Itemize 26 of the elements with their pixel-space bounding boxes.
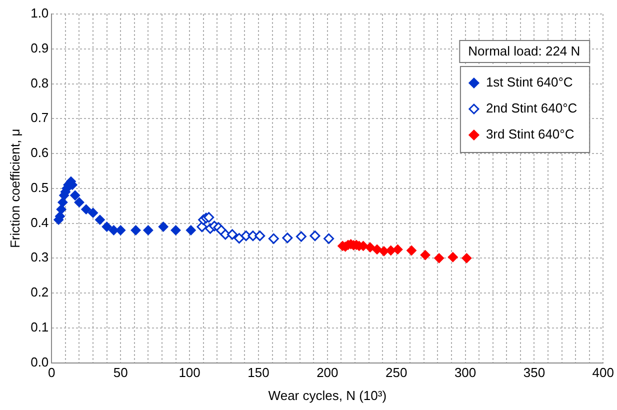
- x-tick-label: 50: [113, 365, 128, 380]
- y-tick-label: 0.1: [30, 320, 49, 334]
- legend-label: 2nd Stint 640°C: [486, 100, 578, 116]
- y-tick-label: 0.3: [30, 250, 49, 265]
- x-tick-label: 350: [523, 365, 546, 380]
- y-tick-label: 0.0: [30, 354, 49, 370]
- x-tick-label: 250: [385, 365, 408, 380]
- y-axis-title: Friction coefficient, μ: [7, 128, 22, 248]
- x-tick-label: 300: [454, 365, 476, 380]
- y-tick-label: 0.9: [30, 40, 49, 56]
- y-tick-label: 1.0: [30, 6, 49, 21]
- y-tick-label: 0.5: [30, 180, 49, 195]
- y-tick-label: 0.7: [30, 110, 49, 126]
- x-tick-label: 150: [248, 365, 270, 380]
- y-tick-label: 0.8: [30, 75, 49, 90]
- y-tick-label: 0.6: [30, 145, 49, 160]
- x-tick-label: 200: [316, 365, 338, 380]
- legend-label: 3rd Stint 640°C: [486, 126, 574, 142]
- y-tick-label: 0.4: [30, 214, 49, 230]
- legend-label: 1st Stint 640°C: [486, 74, 573, 90]
- y-tick-label: 0.2: [30, 284, 49, 300]
- x-tick-label: 0: [48, 365, 56, 380]
- annotation: Normal load: 224 N: [468, 44, 580, 59]
- x-tick-label: 400: [592, 365, 614, 380]
- x-tick-label: 100: [178, 365, 200, 380]
- x-axis-title: Wear cycles, N (10³): [268, 388, 387, 403]
